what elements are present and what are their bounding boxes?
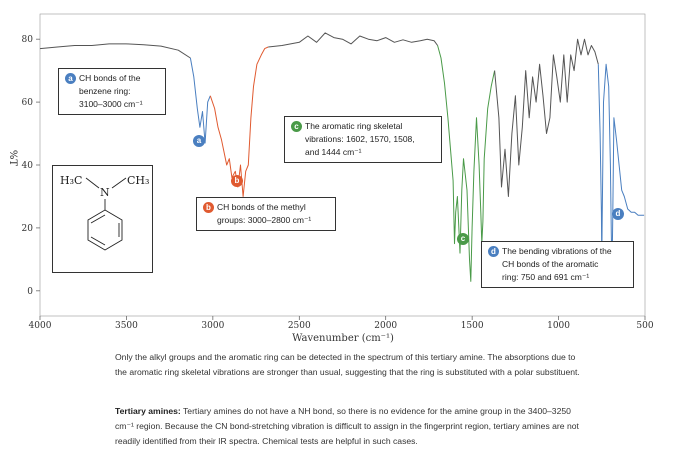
badge-a-icon: a	[65, 73, 76, 85]
y-tick-label: 60	[22, 98, 34, 108]
y-tick-label: 80	[22, 35, 34, 45]
right-methyl-label: CH₃	[127, 174, 149, 187]
y-tick-label: 0	[27, 287, 33, 297]
spectrum-segment-1	[39, 43, 191, 59]
bond-right	[111, 177, 127, 189]
caption-2-body: Tertiary amines do not have a NH bond, s…	[115, 406, 579, 446]
spectrum-segment-6	[494, 38, 599, 197]
x-tick-label: 1500	[461, 321, 484, 331]
ring-double-3	[90, 236, 106, 246]
callout-a-line-2: benzene ring:	[79, 86, 131, 96]
left-methyl-label: H₃C	[60, 174, 82, 187]
spectrum-segment-5	[437, 45, 496, 282]
peak-marker-b: b	[231, 175, 243, 187]
tick-marks	[36, 38, 646, 320]
callout-b-line-2: groups: 3000–2800 cm⁻¹	[217, 215, 312, 225]
callout-a: a CH bonds of the benzene ring: 3100–3000…	[58, 68, 166, 115]
spectrum-segment-7	[597, 63, 645, 273]
badge-c-icon: c	[291, 121, 302, 133]
dimethylaniline-structure: H₃C CH₃ N	[60, 174, 149, 251]
y-tick-label: 40	[22, 161, 34, 171]
caption-2-title: Tertiary amines:	[115, 406, 181, 416]
callout-d-line-3: ring: 750 and 691 cm⁻¹	[502, 272, 590, 282]
x-tick-label: 2500	[288, 321, 311, 331]
caption-paragraph-1: Only the alkyl groups and the aromatic r…	[115, 352, 580, 377]
peak-marker-d: d	[612, 208, 624, 220]
x-tick-label: 4000	[29, 321, 52, 331]
callout-d: d The bending vibrations of the CH bonds …	[481, 241, 634, 288]
structure-box: H₃C CH₃ N	[52, 165, 153, 273]
callout-d-line-2: CH bonds of the aromatic	[502, 259, 599, 269]
y-axis-label: %T	[7, 150, 18, 167]
spectrum-segment-2	[189, 57, 211, 144]
badge-d-icon: d	[488, 246, 499, 258]
spectrum-series	[39, 32, 645, 282]
badge-b-icon: b	[203, 202, 214, 214]
x-tick-label: 500	[636, 321, 653, 331]
callout-b: b CH bonds of the methyl groups: 3000–280…	[196, 197, 336, 231]
callout-a-line-1: CH bonds of the	[79, 73, 141, 83]
y-tick-label: 20	[22, 224, 34, 234]
callout-d-line-1: The bending vibrations of the	[502, 246, 612, 256]
callout-c-line-1: The aromatic ring skeletal	[305, 121, 403, 131]
x-axis-label: Wavenumber (cm⁻¹)	[292, 333, 394, 344]
x-tick-label: 1000	[547, 321, 570, 331]
callout-c-line-2: vibrations: 1602, 1570, 1508,	[305, 134, 415, 144]
callout-b-line-1: CH bonds of the methyl	[217, 202, 306, 212]
bond-left	[85, 177, 100, 189]
spectrum-segment-4	[268, 32, 439, 48]
callout-a-line-3: 3100–3000 cm⁻¹	[79, 99, 143, 109]
callout-c: c The aromatic ring skeletal vibrations: …	[284, 116, 442, 163]
tick-labels: 80 60 40 20 0 4000 3500 3000 2500 2000 1500 1000 500	[22, 35, 654, 331]
x-tick-label: 3500	[115, 321, 138, 331]
peak-marker-a: a	[193, 135, 205, 147]
caption-paragraph-2: Tertiary amines: Tertiary amines do not …	[115, 404, 585, 449]
x-tick-label: 3000	[201, 321, 224, 331]
nitrogen-label: N	[100, 186, 110, 199]
ring-double-2	[90, 214, 106, 224]
x-tick-label: 2000	[374, 321, 397, 331]
peak-marker-c: c	[457, 233, 469, 245]
callout-c-line-3: and 1444 cm⁻¹	[305, 147, 362, 157]
benzene-ring	[87, 209, 123, 251]
